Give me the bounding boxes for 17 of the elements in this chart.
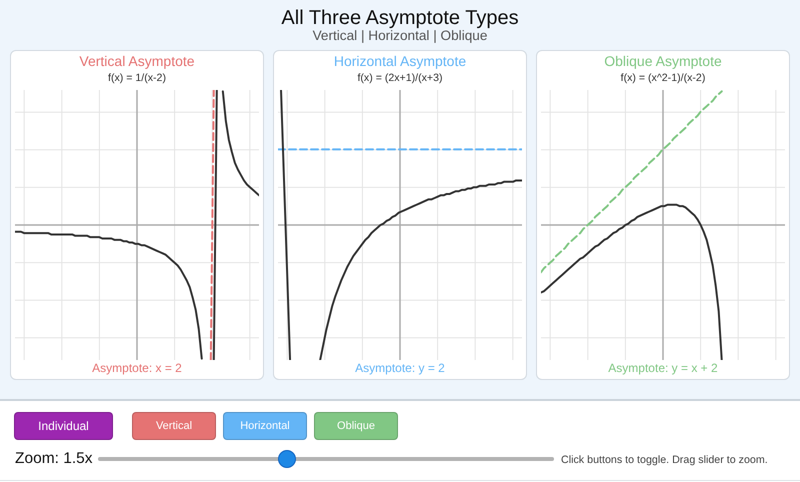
button: Individual: [14, 412, 113, 440]
text: Asymptote: x = 2: [92, 361, 182, 375]
text: Click buttons to toggle. Drag slider to zoom.: [561, 454, 768, 466]
chart-subtitle: f(x) = (2x+1)/(x+3): [357, 72, 443, 84]
text: Vertical | Horizontal | Oblique: [312, 28, 488, 43]
chart-title: Vertical Asymptote: [79, 53, 195, 69]
chart-title: Horizontal Asymptote: [334, 53, 466, 69]
button: Vertical: [132, 412, 216, 440]
button: Horizontal: [223, 412, 307, 440]
chart-subtitle: f(x) = 1/(x-2): [108, 72, 166, 84]
button: Oblique: [314, 412, 398, 440]
chart-subtitle: f(x) = (x^2-1)/(x-2): [620, 72, 706, 84]
text: Asymptote: y = x + 2: [608, 361, 718, 375]
chart-title: Oblique Asymptote: [604, 53, 722, 69]
text: All Three Asymptote Types: [281, 7, 519, 29]
text: Zoom: 1.5x: [15, 450, 93, 467]
text: Asymptote: y = 2: [355, 361, 445, 375]
